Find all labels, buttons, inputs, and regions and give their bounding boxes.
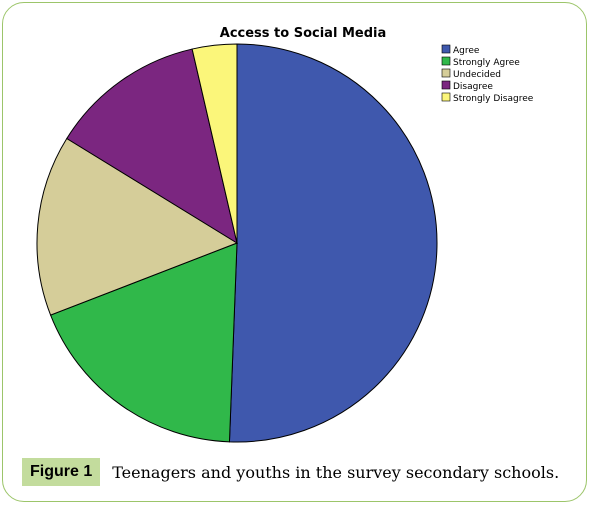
pie-slice-strongly-disagree	[191, 43, 238, 244]
legend-swatch-agree	[441, 44, 451, 54]
legend-swatch-strongly-agree	[441, 56, 451, 66]
legend-label-undecided: Undecided	[453, 70, 501, 80]
legend-label-strongly-disagree: Strongly Disagree	[453, 94, 534, 104]
chart-title: Access to Social Media	[220, 26, 386, 41]
pie-slice-disagree	[66, 48, 238, 245]
pie-slice-strongly-agree	[49, 242, 238, 443]
legend-label-agree: Agree	[453, 46, 480, 56]
legend-swatch-strongly-disagree	[441, 92, 451, 102]
pie-slice-undecided	[36, 137, 239, 316]
figure-caption-text: Teenagers and youths in the survey secon…	[112, 462, 560, 482]
pie-slice-agree	[228, 43, 438, 443]
legend: Agree Strongly Agree Undecided Disagree Stro…	[441, 44, 534, 104]
legend-label-strongly-agree: Strongly Agree	[453, 58, 520, 68]
pie-chart: Access to Social Media Agree Strongly Agr…	[36, 26, 534, 443]
pie-slices	[36, 43, 438, 443]
legend-swatch-disagree	[441, 80, 451, 90]
legend-swatch-undecided	[441, 68, 451, 78]
figure-label: Figure 1	[22, 458, 101, 486]
legend-label-disagree: Disagree	[453, 82, 493, 92]
figure-caption: Figure 1 Teenagers and youths in the sur…	[22, 456, 559, 488]
